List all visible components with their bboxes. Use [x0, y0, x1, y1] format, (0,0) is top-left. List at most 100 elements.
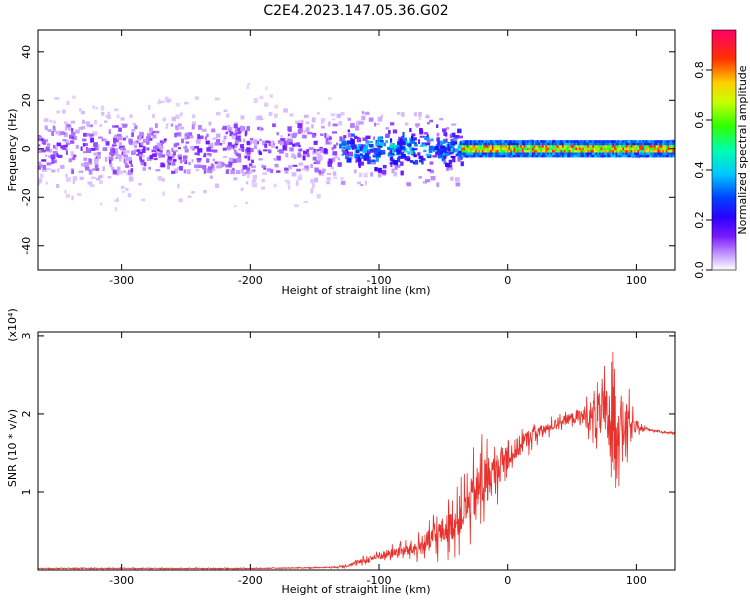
spectrogram-cell — [623, 147, 627, 151]
spectrogram-cell — [232, 144, 235, 149]
spectrogram-cell — [590, 149, 593, 153]
spectrogram-cell — [650, 152, 653, 155]
spectrogram-cell — [282, 145, 285, 150]
spectrogram-cell — [117, 166, 121, 172]
spectrogram-cell — [486, 149, 489, 153]
spectrogram-cell — [660, 145, 663, 148]
spectrogram-cell — [258, 158, 263, 161]
spectrogram-cell — [240, 115, 245, 120]
spectrogram-cell — [528, 147, 531, 151]
spectrogram-cell — [572, 154, 575, 158]
spectrogram-cell — [188, 161, 191, 166]
spectrogram-cell — [647, 152, 650, 155]
spectrogram-cell — [450, 139, 455, 144]
spectrogram-cell — [212, 166, 216, 171]
spectrogram-cell — [644, 145, 647, 148]
spectrogram-cell — [630, 142, 633, 146]
spectrogram-cell — [613, 154, 617, 158]
spectrogram-cell — [226, 145, 232, 150]
spectrogram-cell — [660, 142, 663, 146]
spectrogram-cell — [366, 141, 369, 146]
spectrogram-cell — [654, 154, 657, 158]
spectrogram-cell — [70, 151, 74, 157]
spectrogram-cell — [480, 140, 483, 143]
spectrogram-cell — [117, 135, 123, 141]
spectrogram-cell — [463, 140, 466, 143]
spectrogram-cell — [526, 154, 530, 158]
spectrogram-cell — [548, 147, 551, 151]
spectrogram-cell — [608, 149, 612, 153]
spectrogram-cell — [615, 154, 618, 158]
spectrogram-cell — [146, 147, 150, 151]
spectrogram-cell — [270, 169, 274, 174]
spectrogram-cell — [535, 152, 538, 155]
spectrogram-cell — [659, 142, 662, 146]
spectrogram-cell — [306, 152, 310, 158]
spectrogram-cell — [667, 154, 670, 158]
spectrogram-cell — [605, 152, 608, 155]
spectrogram-cell — [600, 147, 603, 151]
spectrogram-cell — [506, 145, 510, 148]
spectrogram-cell — [436, 144, 440, 147]
spectrogram-cell — [360, 149, 365, 152]
spectrogram-cell — [627, 142, 630, 146]
spectrogram-cell — [608, 145, 612, 148]
spectrogram-cell — [538, 140, 541, 143]
spectrogram-cell — [540, 140, 543, 143]
spectrogram-cell — [328, 97, 332, 100]
spectrogram-cell — [449, 146, 455, 150]
spectrogram-cell — [475, 145, 478, 148]
spectrogram-cell — [445, 132, 448, 137]
spectrogram-cell — [644, 140, 647, 143]
spectrogram-cell — [326, 177, 331, 181]
spectrogram-cell — [326, 135, 331, 141]
spectrogram-cell — [38, 165, 42, 170]
spectrogram-cell — [78, 170, 84, 173]
spectrogram-cell — [297, 120, 301, 123]
spectrogram-cell — [355, 154, 358, 158]
spectrogram-cell — [518, 140, 521, 143]
spectrogram-cell — [249, 163, 253, 167]
spectrogram-cell — [466, 152, 469, 155]
spectrogram-cell — [500, 152, 503, 155]
spectrogram-cell — [637, 140, 640, 143]
spectrogram-cell — [496, 140, 499, 143]
spectrogram-cell — [394, 165, 398, 171]
spectrogram-cell — [588, 149, 592, 153]
spectrogram-cell — [558, 142, 561, 146]
spectrogram-cell — [583, 149, 586, 153]
spectrogram-cell — [618, 145, 622, 148]
spectrogram-cell — [43, 118, 49, 123]
spectrogram-cell — [557, 140, 560, 143]
spectrogram-cell — [355, 149, 360, 154]
spectrogram-cell — [212, 149, 218, 153]
spectrogram-cell — [645, 140, 648, 143]
spectrogram-cell — [480, 147, 483, 151]
spectrogram-cell — [618, 149, 622, 153]
spectrogram-cell — [87, 161, 93, 165]
spectrogram-cell — [99, 124, 103, 128]
spectrogram-cell — [585, 140, 588, 143]
spectrogram-cell — [206, 147, 211, 152]
spectrogram-cell — [588, 142, 592, 146]
spectrogram-cell — [373, 136, 376, 140]
spectrogram-cell — [301, 119, 304, 125]
spectrogram-cell — [640, 147, 643, 151]
spectrogram-cell — [215, 183, 220, 188]
spectrogram-cell — [608, 154, 612, 158]
spectrogram-cell — [137, 151, 143, 156]
spectrogram-cell — [178, 157, 182, 160]
spectrogram-cell — [396, 164, 401, 168]
spectrogram-cell — [284, 179, 290, 183]
spectrogram-cell — [530, 147, 533, 151]
spectrogram-cell — [65, 194, 70, 198]
snr-series-line — [38, 351, 675, 570]
spectrogram-cell — [637, 149, 640, 153]
spectrogram-cell — [627, 154, 630, 158]
spectrogram-cell — [79, 176, 84, 180]
snr-y-axis-label: SNR (10 * v/v) — [6, 409, 19, 487]
spectrogram-cell — [620, 154, 623, 158]
spectrogram-cell — [627, 152, 630, 155]
spectrogram-cell — [525, 152, 528, 155]
spectrogram-cell — [315, 160, 321, 165]
